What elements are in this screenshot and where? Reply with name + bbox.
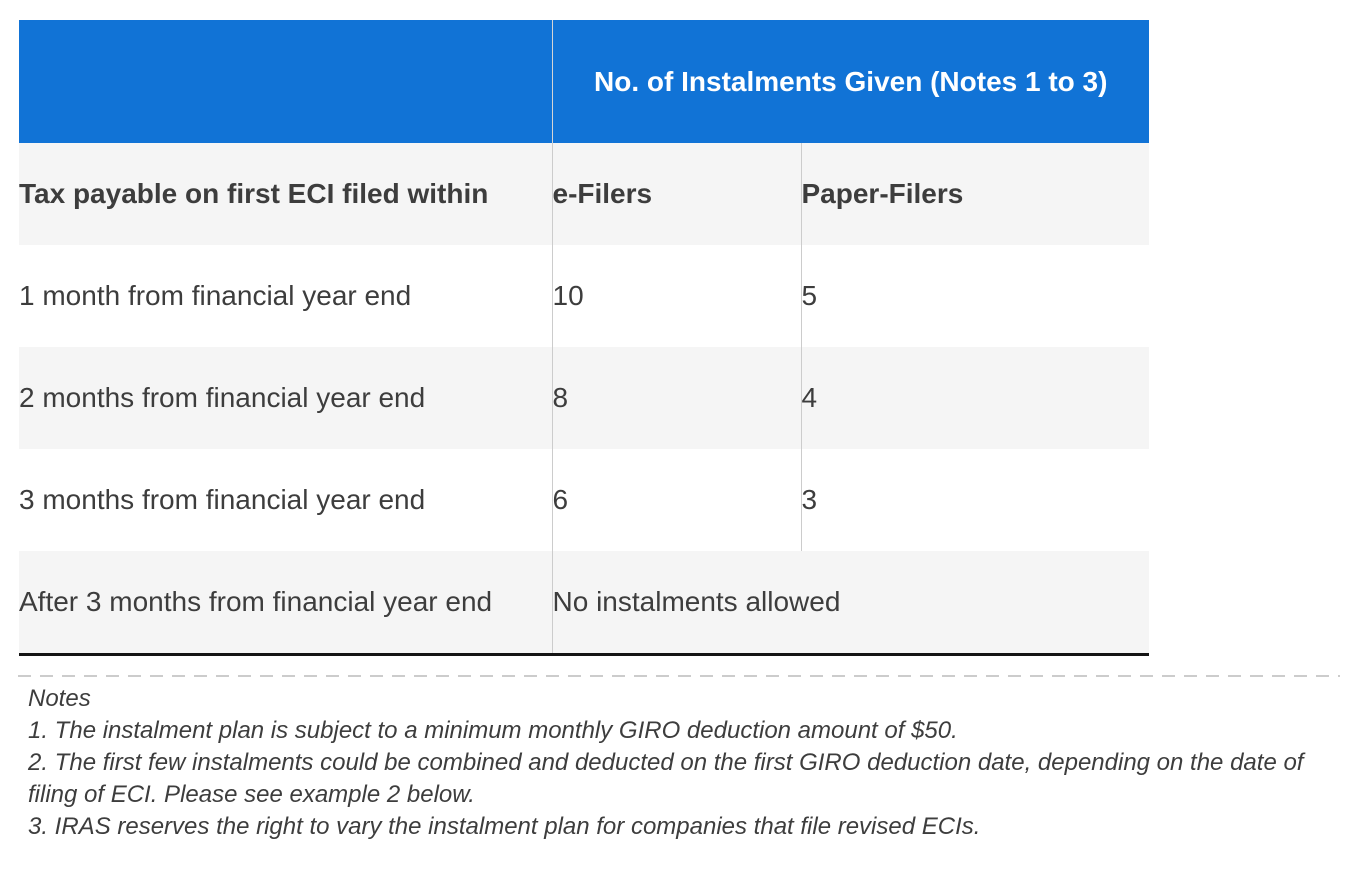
table-column-header-row: Tax payable on first ECI filed within e-… (19, 143, 1149, 245)
row-merged-value: No instalments allowed (551, 551, 1149, 655)
row-e-filers-value: 8 (551, 347, 801, 449)
column-header-paper-filers: Paper-Filers (800, 143, 1149, 245)
table-span-header-row: No. of Instalments Given (Notes 1 to 3) (19, 20, 1149, 143)
row-paper-filers-value: 4 (800, 347, 1149, 449)
row-paper-filers-value: 5 (800, 245, 1149, 347)
row-criteria: After 3 months from financial year end (19, 551, 552, 655)
row-e-filers-value: 6 (551, 449, 801, 551)
column-header-criteria: Tax payable on first ECI filed within (19, 143, 552, 245)
table-row-after-3-months: After 3 months from financial year end N… (19, 551, 1149, 655)
instalments-table: No. of Instalments Given (Notes 1 to 3) … (19, 20, 1149, 656)
span-header-title: No. of Instalments Given (Notes 1 to 3) (551, 20, 1149, 143)
notes-section: Notes 1. The instalment plan is subject … (28, 683, 1348, 843)
table-row-1-month: 1 month from financial year end 10 5 (19, 245, 1149, 347)
notes-heading: Notes (28, 685, 91, 712)
row-criteria: 3 months from financial year end (19, 484, 426, 515)
note-item-2: 2. The first few instalments could be co… (28, 749, 1304, 808)
row-e-filers-value: 10 (551, 245, 801, 347)
row-paper-filers-value: 3 (800, 449, 1149, 551)
span-header-empty-cell (19, 20, 552, 143)
column-header-e-filers: e-Filers (551, 143, 801, 245)
note-item-3: 3. IRAS reserves the right to vary the i… (28, 813, 981, 840)
note-item-1: 1. The instalment plan is subject to a m… (28, 717, 958, 744)
dashed-divider (18, 675, 1340, 677)
table-row-2-months: 2 months from financial year end 8 4 (19, 347, 1149, 449)
row-criteria: 1 month from financial year end (19, 280, 412, 311)
table-row-3-months: 3 months from financial year end 6 3 (19, 449, 1149, 551)
row-criteria: 2 months from financial year end (19, 347, 552, 449)
